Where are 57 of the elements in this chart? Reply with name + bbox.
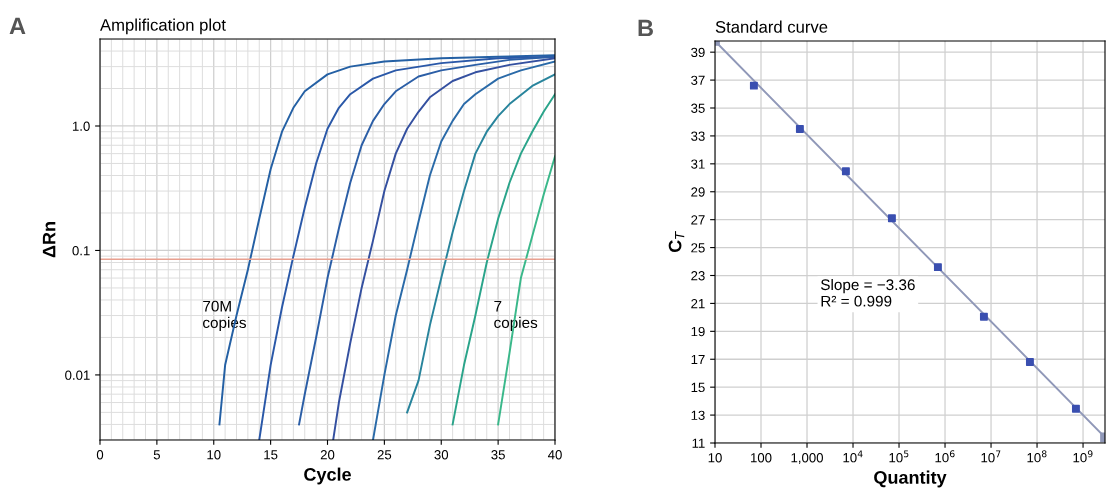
point [841, 167, 850, 176]
x-tick-label: 0 [96, 450, 104, 460]
y-tick-label: 11 [692, 438, 705, 448]
y-tick-label: 25 [691, 243, 705, 253]
x-tick-label: 40 [547, 450, 562, 460]
y-tick-label: 33 [691, 131, 705, 141]
point [887, 214, 896, 223]
text: A [9, 17, 26, 35]
point [749, 81, 758, 90]
x-tick-label: 1,000 [791, 453, 824, 464]
y-tick-label: 31 [691, 159, 705, 169]
y-tick-label: 19 [691, 326, 705, 337]
x-tick-label: 5 [153, 450, 160, 460]
y-tick-label: 23 [691, 271, 705, 281]
x-tick-label: 10$^{6}$ [935, 450, 955, 463]
line-series [406, 73, 555, 414]
y-tick-label: 17 [691, 354, 705, 365]
y-tick-label: 15 [691, 382, 705, 393]
point [1025, 358, 1034, 366]
line-series [372, 60, 555, 440]
point [795, 124, 804, 133]
x-tick-label: 100 [751, 453, 772, 463]
annotation: Slope = −3.36 R² = 0.999 [820, 278, 915, 307]
y-tick-label: 13 [691, 410, 705, 420]
y-tick-label: 29 [691, 187, 705, 197]
x-axis-title: Quantity [874, 470, 947, 488]
x-tick-label: 10 [708, 453, 722, 463]
x-tick-label: 15 [264, 450, 278, 460]
point [933, 263, 942, 272]
x-axis-title: Cycle [304, 467, 351, 485]
text: B [638, 19, 653, 37]
y-tick-label: 27 [691, 215, 705, 225]
x-tick-label: 20 [320, 450, 335, 460]
y-tick-label: 0.1 [72, 246, 90, 256]
y-tick-label: 39 [691, 47, 705, 58]
x-tick-label: 25 [377, 450, 392, 460]
chart-title: Standard curve [715, 20, 828, 33]
point [1071, 404, 1080, 413]
y-tick-label: 37 [691, 75, 705, 85]
y-axis-title: C$_{T}$ [668, 230, 685, 252]
x-tick-label: 30 [434, 450, 449, 460]
x-tick-label: 10$^{7}$ [981, 450, 1001, 463]
chart-title: Amplification plot [100, 18, 226, 35]
y-tick-label: 35 [691, 103, 705, 113]
x-tick-label: 10 [207, 450, 221, 460]
y-tick-label: 1.0 [72, 121, 90, 131]
y-tick-label: 21 [691, 298, 705, 309]
x-tick-label: 10$^{8}$ [1027, 450, 1047, 463]
line-series [332, 57, 555, 440]
x-tick-label: 35 [491, 450, 505, 460]
y-axis-title: ΔRn [42, 222, 56, 258]
x-tick-label: 10$^{4}$ [843, 450, 863, 463]
point [979, 312, 988, 321]
line-series [451, 93, 555, 426]
y-tick-label: 0.01 [65, 370, 90, 380]
x-tick-label: 10$^{9}$ [1073, 450, 1093, 463]
x-tick-label: 10$^{5}$ [889, 450, 909, 463]
